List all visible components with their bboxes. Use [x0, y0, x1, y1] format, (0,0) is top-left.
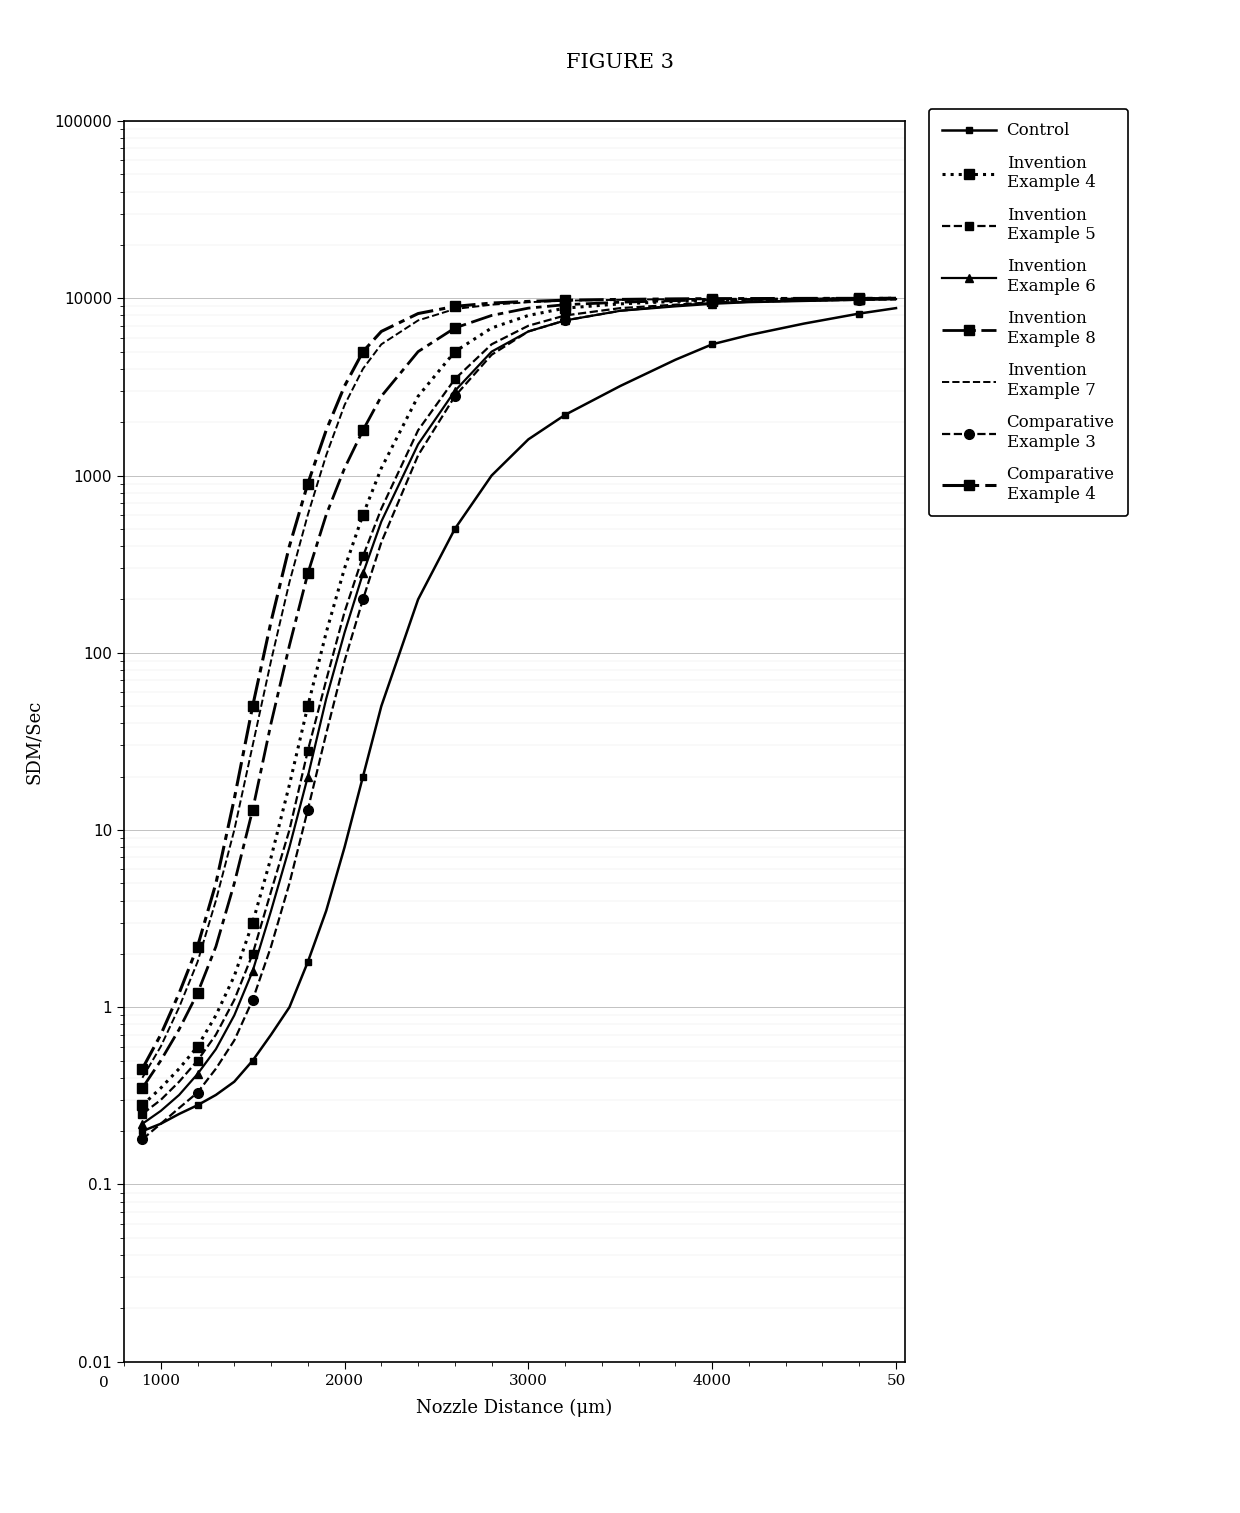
Text: FIGURE 3: FIGURE 3	[565, 53, 675, 73]
X-axis label: Nozzle Distance (μm): Nozzle Distance (μm)	[417, 1398, 613, 1416]
Text: 0: 0	[99, 1375, 109, 1390]
Legend: Control, Invention
Example 4, Invention
Example 5, Invention
Example 6, Inventio: Control, Invention Example 4, Invention …	[929, 109, 1128, 516]
Y-axis label: SDM/Sec: SDM/Sec	[25, 699, 43, 784]
